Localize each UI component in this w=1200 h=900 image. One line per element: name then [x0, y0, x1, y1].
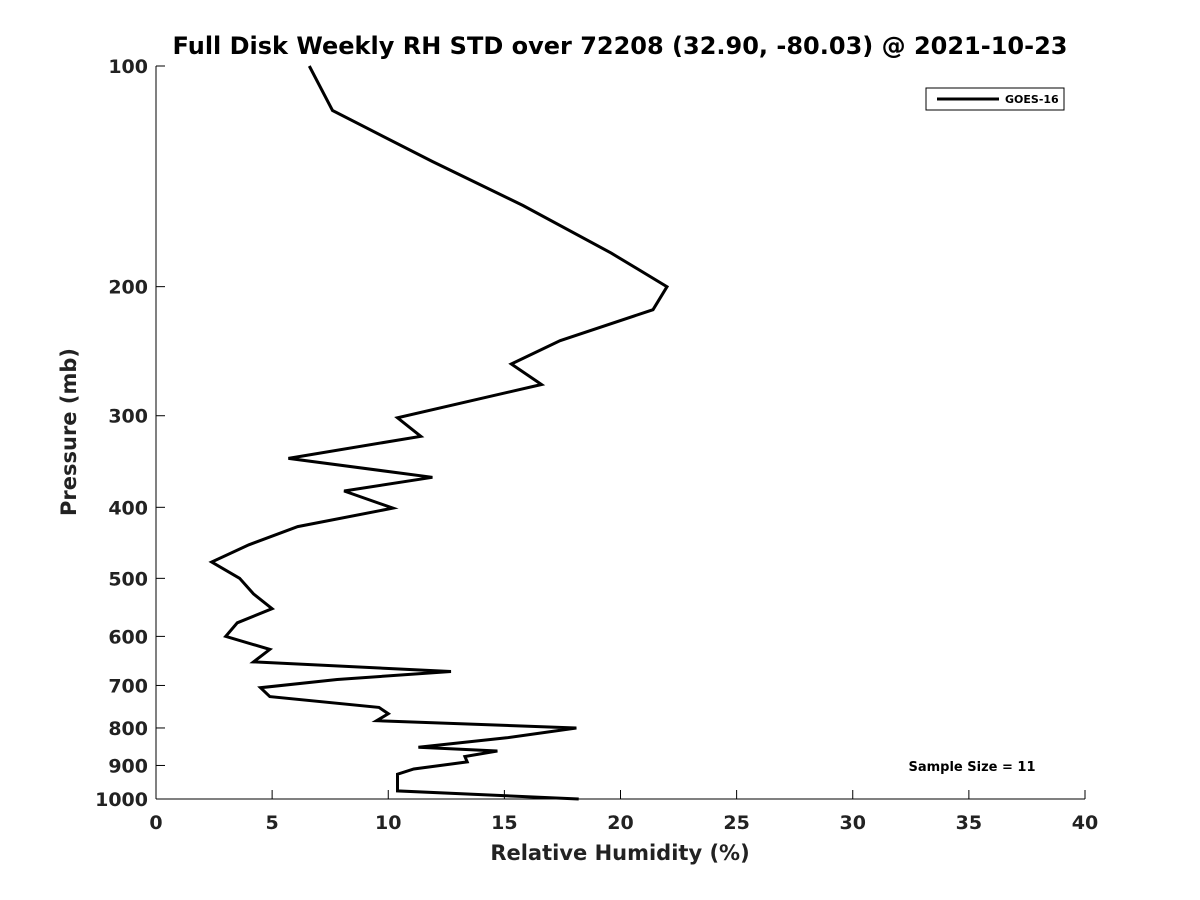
x-tick-label: 0: [149, 812, 162, 834]
x-tick-label: 10: [375, 812, 401, 834]
y-tick-label: 200: [108, 277, 148, 299]
y-axis: 100 200 300 400 500 600 700 800 900 1000: [95, 56, 165, 811]
plot-area: [156, 66, 1085, 799]
x-tick-label: 5: [266, 812, 279, 834]
series-line-goes-16: [208, 65, 670, 801]
x-tick-label: 35: [956, 812, 982, 834]
x-axis-label: Relative Humidity (%): [490, 841, 749, 865]
x-axis: 0 5 10 15 20 25 30 35 40: [149, 790, 1098, 834]
x-tick-label: 40: [1072, 812, 1098, 834]
legend-label-goes-16: GOES-16: [1005, 93, 1059, 106]
x-tick-label: 20: [607, 812, 633, 834]
y-tick-label: 1000: [95, 789, 148, 811]
legend: GOES-16: [925, 87, 1065, 111]
y-tick-label: 500: [108, 568, 148, 590]
y-tick-label: 700: [108, 675, 148, 697]
x-tick-label: 30: [840, 812, 866, 834]
y-tick-label: 300: [108, 406, 148, 428]
series-layer: [208, 65, 670, 801]
y-tick-label: 600: [108, 626, 148, 648]
y-axis-label: Pressure (mb): [57, 348, 81, 516]
y-tick-label: 100: [108, 56, 148, 78]
x-tick-label: 25: [723, 812, 749, 834]
x-tick-label: 15: [491, 812, 517, 834]
y-tick-label: 900: [108, 755, 148, 777]
chart-title: Full Disk Weekly RH STD over 72208 (32.9…: [173, 32, 1068, 60]
y-tick-label: 400: [108, 497, 148, 519]
y-tick-label: 800: [108, 718, 148, 740]
sample-size-annotation: Sample Size = 11: [908, 760, 1035, 775]
